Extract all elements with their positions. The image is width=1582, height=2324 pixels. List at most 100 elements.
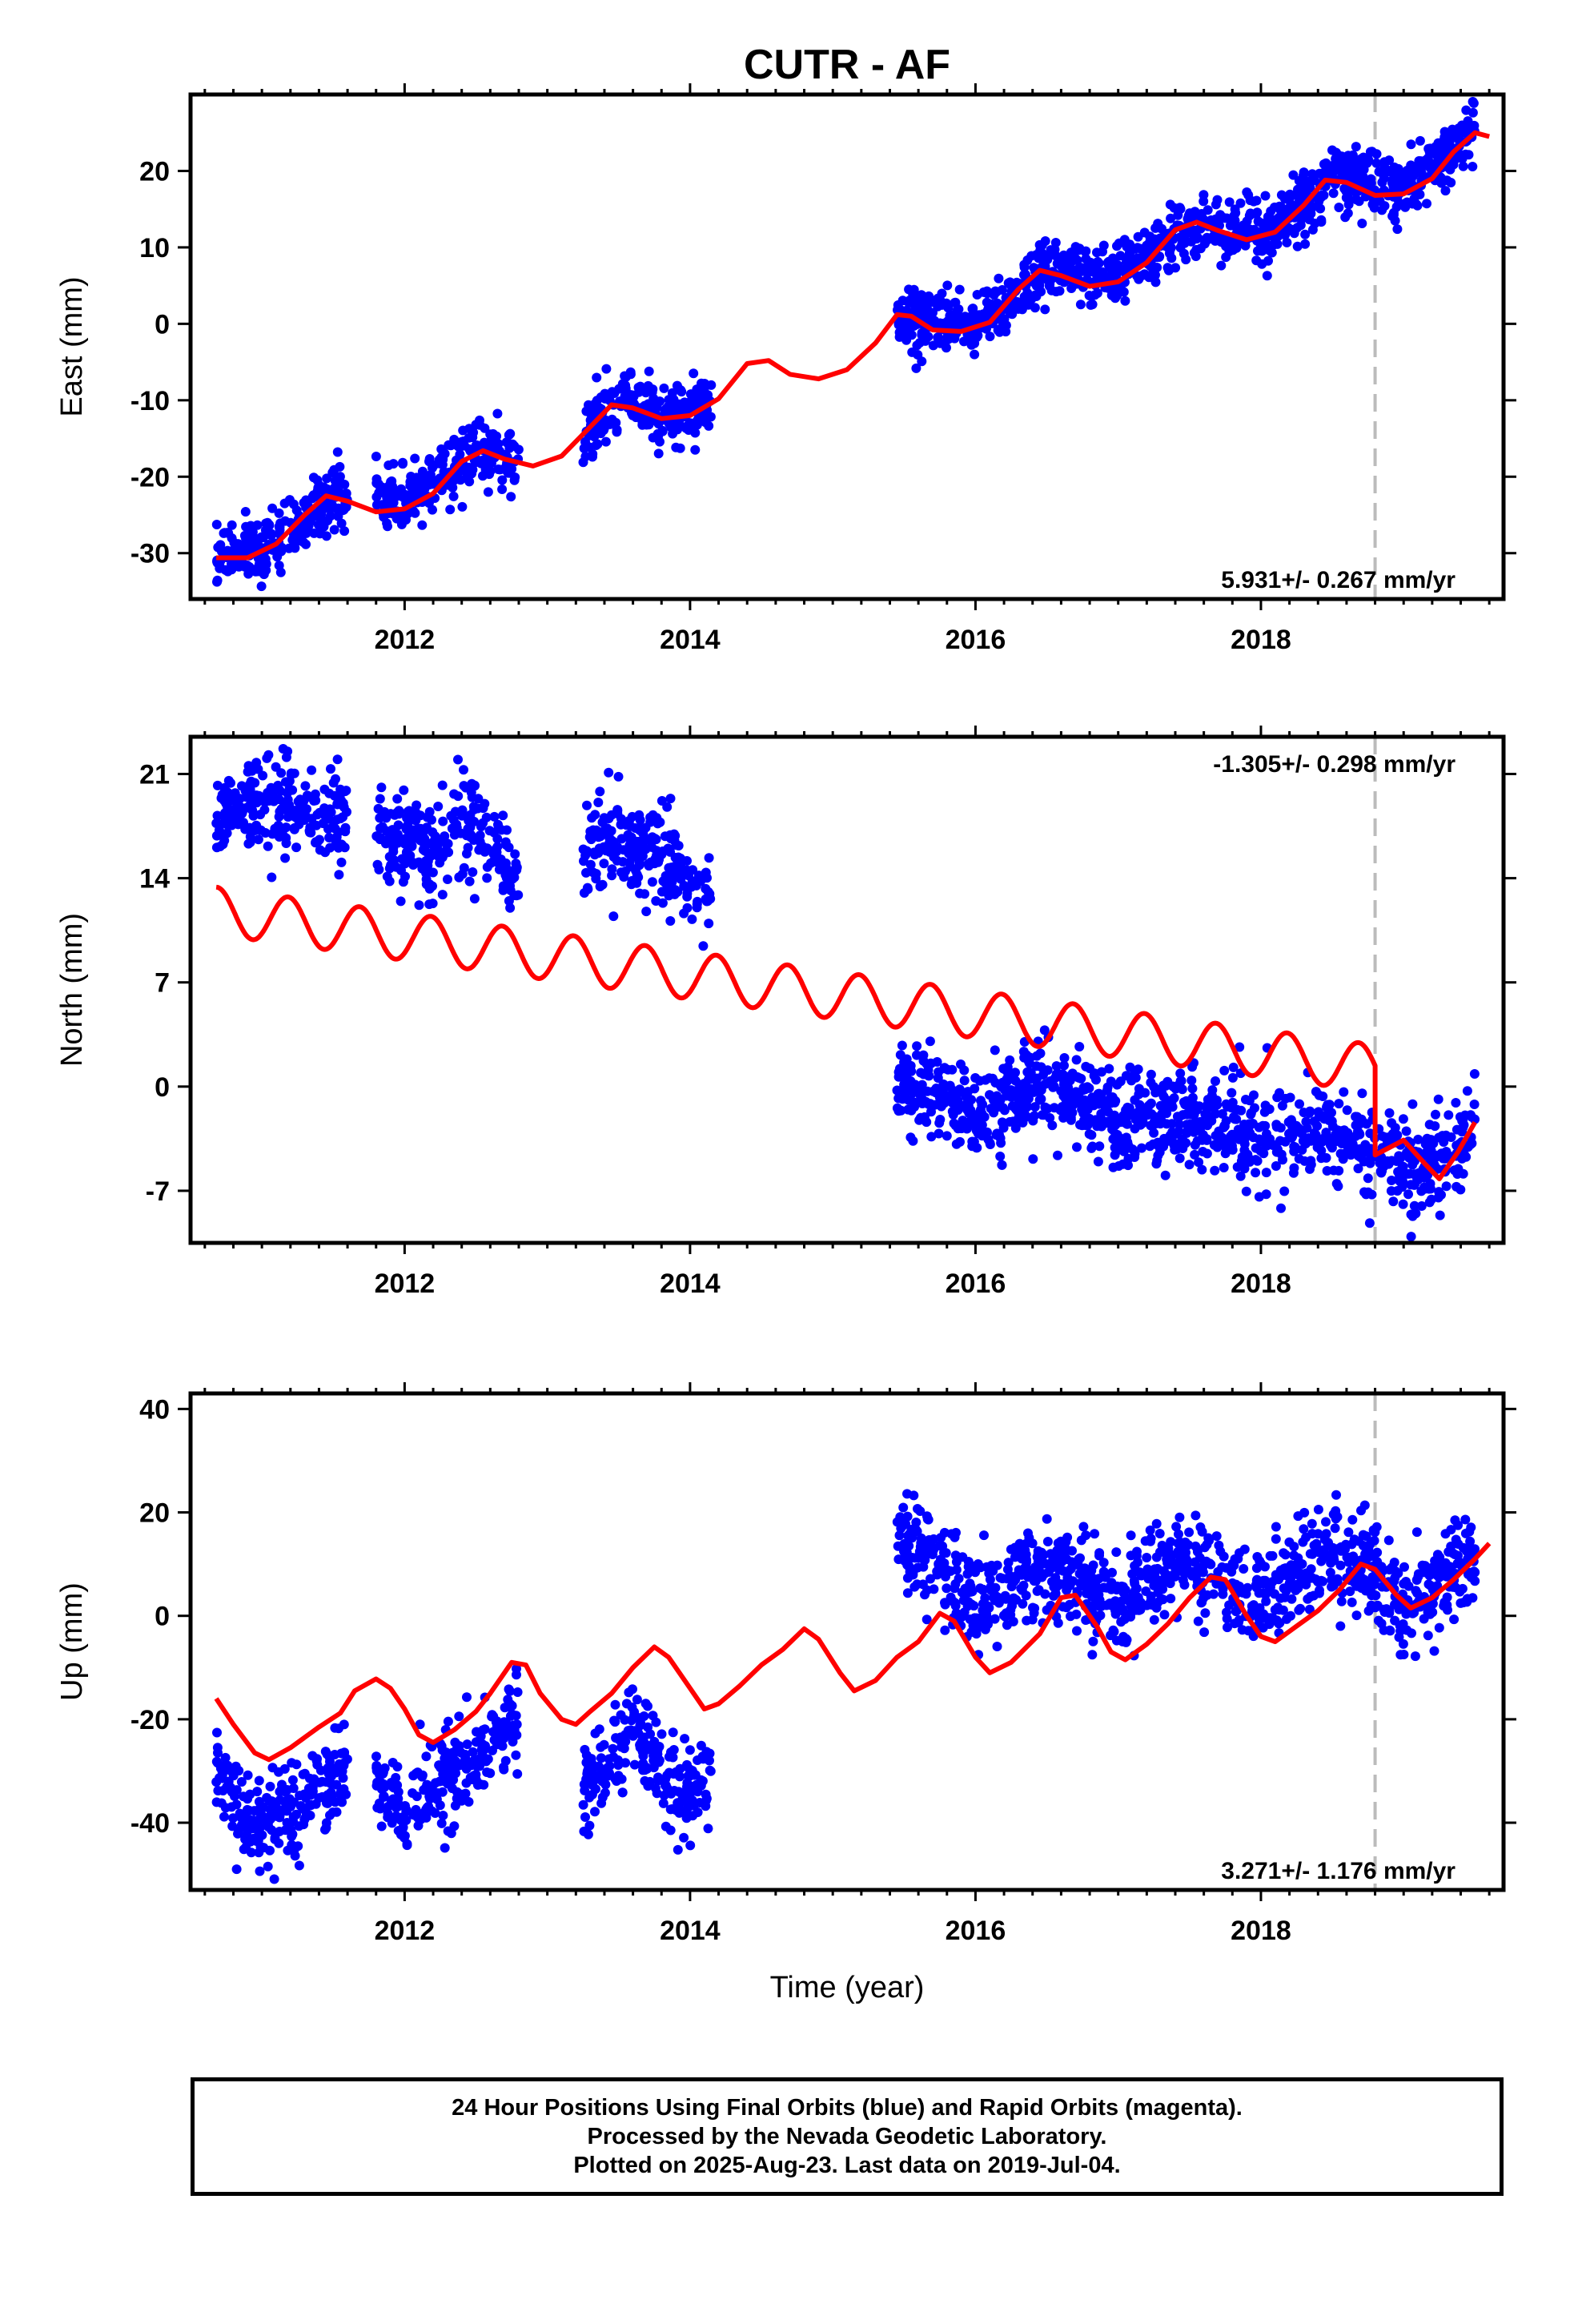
data-point xyxy=(1377,1131,1387,1141)
data-point xyxy=(483,487,493,497)
data-point xyxy=(704,420,714,431)
data-point xyxy=(633,382,644,392)
data-point xyxy=(1443,1110,1454,1120)
data-point xyxy=(239,1791,249,1802)
data-point xyxy=(593,848,604,858)
data-point xyxy=(220,1752,231,1763)
data-point xyxy=(691,1779,701,1790)
data-point xyxy=(897,1040,907,1051)
data-point xyxy=(1209,1140,1219,1150)
data-point xyxy=(689,368,699,379)
data-point xyxy=(1142,1553,1152,1562)
data-point xyxy=(1245,208,1255,219)
data-point xyxy=(441,839,452,850)
data-point xyxy=(1292,190,1303,200)
data-point xyxy=(1022,1615,1032,1626)
data-point xyxy=(392,829,403,839)
data-point xyxy=(485,466,496,476)
data-point xyxy=(1066,1112,1076,1123)
data-point xyxy=(1227,1072,1238,1083)
data-point xyxy=(504,1684,514,1695)
data-point xyxy=(582,1766,592,1776)
data-point xyxy=(637,1734,648,1744)
x-tick-label: 2014 xyxy=(660,625,721,655)
data-point xyxy=(959,1065,970,1076)
data-point xyxy=(1169,1138,1179,1148)
data-point xyxy=(584,1820,595,1831)
data-point xyxy=(1295,1099,1304,1109)
data-point xyxy=(1422,199,1431,209)
data-point xyxy=(384,876,395,887)
data-point xyxy=(588,1759,598,1770)
data-point xyxy=(323,516,333,525)
data-point xyxy=(215,540,226,550)
data-point xyxy=(311,837,321,847)
data-point xyxy=(617,1787,628,1798)
data-point xyxy=(1279,1186,1290,1196)
data-point xyxy=(1235,198,1246,208)
data-point xyxy=(466,1760,476,1771)
data-point xyxy=(336,518,347,529)
data-point xyxy=(1026,1068,1036,1078)
data-point xyxy=(1090,267,1100,278)
x-tick-label: 2016 xyxy=(946,1269,1006,1299)
data-point xyxy=(590,810,600,820)
data-point xyxy=(219,782,230,793)
data-point xyxy=(914,300,925,311)
data-point xyxy=(448,491,459,501)
data-point xyxy=(1177,239,1187,249)
data-point xyxy=(1439,1137,1449,1147)
data-point xyxy=(390,1795,400,1806)
data-point xyxy=(295,794,305,805)
data-point xyxy=(1353,1151,1363,1161)
data-point xyxy=(440,1843,450,1853)
data-point xyxy=(1078,263,1088,273)
data-point xyxy=(371,474,382,485)
data-point xyxy=(371,1766,382,1776)
data-point xyxy=(1327,168,1338,179)
data-point xyxy=(412,1791,422,1802)
data-point xyxy=(1280,1136,1291,1147)
data-point xyxy=(1062,1085,1072,1096)
data-point xyxy=(256,581,267,592)
data-point xyxy=(404,815,415,826)
data-point xyxy=(656,1729,667,1739)
data-point xyxy=(1130,1152,1140,1162)
data-point xyxy=(1321,1132,1331,1143)
data-point xyxy=(1149,1614,1159,1625)
data-point xyxy=(213,605,223,615)
data-point xyxy=(1224,197,1235,207)
data-point xyxy=(1161,1080,1171,1091)
data-point xyxy=(291,1809,302,1819)
data-point xyxy=(510,849,520,859)
data-point xyxy=(499,1764,509,1775)
data-point xyxy=(1006,1085,1016,1096)
data-point xyxy=(421,1751,432,1762)
data-point xyxy=(652,1743,661,1753)
data-point xyxy=(1398,1638,1408,1649)
data-point xyxy=(400,871,410,882)
data-point xyxy=(700,409,710,420)
data-point xyxy=(215,561,225,571)
y-tick-label: 20 xyxy=(139,156,170,187)
x-axis-ticks xyxy=(203,83,1491,610)
data-point xyxy=(1212,195,1223,205)
data-point xyxy=(457,869,468,879)
data-point xyxy=(1199,1627,1210,1638)
data-point xyxy=(656,849,667,859)
data-point xyxy=(424,1791,435,1802)
data-point xyxy=(456,441,466,452)
data-point xyxy=(275,806,285,817)
data-point xyxy=(998,1103,1008,1113)
data-point xyxy=(1221,252,1231,263)
data-point xyxy=(329,525,339,535)
data-point xyxy=(478,471,488,481)
data-point xyxy=(387,1758,398,1767)
data-point xyxy=(429,460,440,470)
data-point xyxy=(1251,195,1262,206)
data-point xyxy=(384,496,395,506)
data-point xyxy=(1307,224,1318,235)
data-point xyxy=(926,1574,935,1584)
data-point xyxy=(933,1073,943,1084)
data-point xyxy=(583,884,593,895)
